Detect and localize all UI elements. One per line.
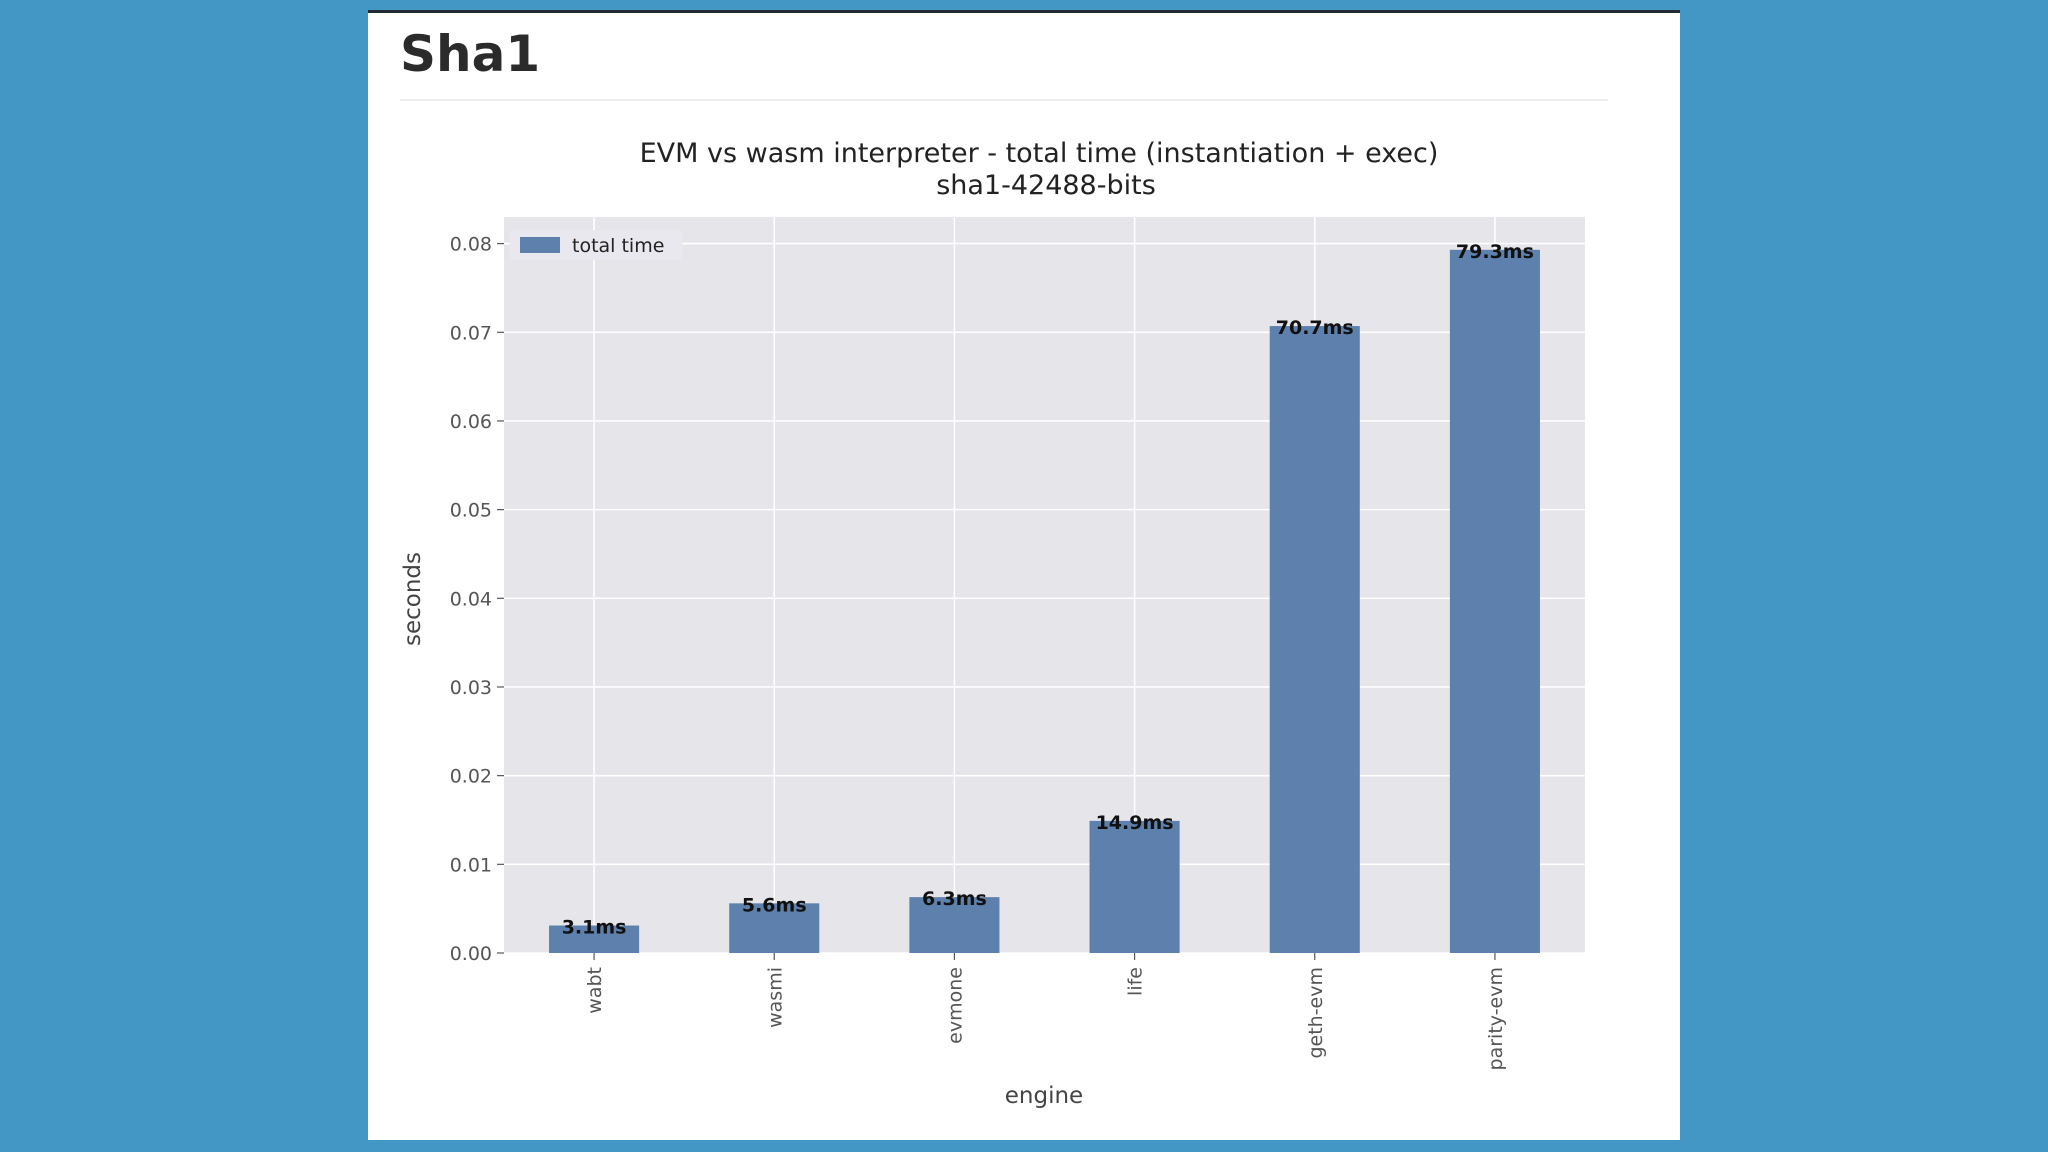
x-tick-label: wasmi	[764, 967, 786, 1028]
y-tick-label: 0.08	[450, 234, 492, 256]
legend-swatch	[520, 237, 560, 253]
slide-title: Sha1	[400, 25, 541, 83]
chart-title: EVM vs wasm interpreter - total time (in…	[640, 138, 1439, 169]
y-axis-label: seconds	[400, 552, 426, 646]
bar-value-label: 3.1ms	[562, 917, 627, 939]
bars	[549, 249, 1540, 953]
y-tick-label: 0.04	[450, 588, 492, 610]
bar-geth-evm	[1269, 326, 1360, 953]
slide: Sha1 EVM vs wasm interpreter - total tim…	[368, 10, 1680, 1140]
y-tick-label: 0.06	[450, 411, 492, 433]
bar-value-label: 6.3ms	[922, 888, 987, 910]
bar-value-label: 14.9ms	[1096, 812, 1174, 834]
bar-value-labels: 3.1ms 5.6ms 6.3ms 14.9ms 70.7ms 79.3ms	[562, 241, 1534, 939]
legend: total time	[510, 230, 682, 260]
bar-parity-evm	[1449, 249, 1540, 953]
chart-subtitle: sha1-42488-bits	[936, 170, 1156, 201]
title-divider	[400, 99, 1608, 101]
legend-label: total time	[572, 235, 664, 257]
y-tick-label: 0.01	[450, 854, 492, 876]
x-tick-label: wabt	[584, 967, 606, 1014]
x-tick-label: geth-evm	[1305, 967, 1327, 1059]
bar-value-label: 79.3ms	[1456, 241, 1534, 263]
y-tick-label: 0.07	[450, 322, 492, 344]
y-tick-label: 0.00	[450, 943, 492, 965]
bar-wabt	[549, 925, 640, 953]
bar-wasmi	[729, 903, 820, 953]
bar-evmone	[909, 897, 1000, 953]
y-axis: 0.00 0.01 0.02 0.03 0.04 0.05 0.06 0.07 0.08	[450, 234, 504, 965]
bar-life	[1089, 820, 1180, 953]
y-tick-label: 0.05	[450, 500, 492, 522]
x-tick-label: evmone	[944, 967, 966, 1044]
x-tick-label: life	[1125, 967, 1147, 996]
x-tick-label: parity-evm	[1485, 967, 1507, 1070]
bar-chart: EVM vs wasm interpreter - total time (in…	[400, 138, 1585, 1109]
y-tick-label: 0.02	[450, 766, 492, 788]
bar-value-label: 70.7ms	[1276, 317, 1354, 339]
bar-value-label: 5.6ms	[742, 894, 807, 916]
x-axis: wabt wasmi evmone life geth-evm parity-evm	[584, 953, 1507, 1070]
plot-area	[504, 217, 1585, 953]
x-axis-label: engine	[1005, 1083, 1083, 1109]
y-tick-label: 0.03	[450, 677, 492, 699]
